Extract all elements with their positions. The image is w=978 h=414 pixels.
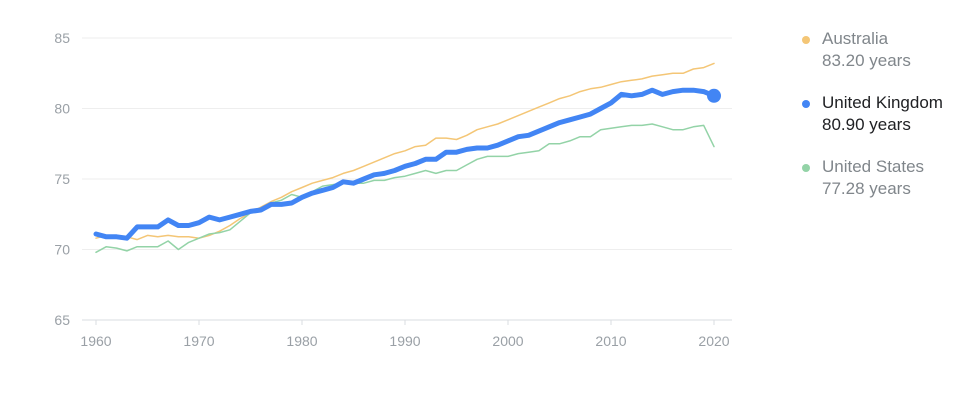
series-line-australia[interactable] bbox=[95, 62, 715, 241]
x-tick-label: 1980 bbox=[286, 333, 317, 349]
x-axis-tick-labels: 1960 1970 1980 1990 2000 2010 2020 bbox=[80, 333, 729, 349]
x-tick-label: 2000 bbox=[492, 333, 523, 349]
legend-series-value: 77.28 years bbox=[822, 179, 911, 198]
end-marker-united-kingdom bbox=[707, 88, 721, 103]
series-line-united-kingdom[interactable] bbox=[93, 87, 717, 241]
legend-series-value: 83.20 years bbox=[822, 51, 911, 70]
legend: Australia 83.20 years United Kingdom 80.… bbox=[800, 28, 970, 220]
series-lines bbox=[93, 62, 717, 254]
line-chart: 65 70 75 80 85 1960 1970 1980 1990 2000 2010 2020 bbox=[54, 30, 732, 349]
grid-lines bbox=[82, 37, 732, 321]
x-tick-label: 2010 bbox=[595, 333, 626, 349]
legend-item-united-states[interactable]: United States 77.28 years bbox=[800, 156, 970, 200]
x-tick-label: 1960 bbox=[80, 333, 111, 349]
series-line-united-states[interactable] bbox=[95, 123, 715, 254]
legend-dot-icon bbox=[802, 36, 810, 44]
legend-dot-icon bbox=[802, 100, 810, 108]
legend-item-united-kingdom[interactable]: United Kingdom 80.90 years bbox=[800, 92, 970, 136]
x-tick-label: 2020 bbox=[698, 333, 729, 349]
y-tick-label: 70 bbox=[54, 242, 70, 258]
legend-dot-icon bbox=[802, 164, 810, 172]
y-axis-tick-labels: 65 70 75 80 85 bbox=[54, 30, 70, 328]
legend-series-name: Australia bbox=[822, 29, 889, 48]
legend-series-name: United States bbox=[822, 157, 925, 176]
y-tick-label: 80 bbox=[54, 101, 70, 117]
x-tick-label: 1970 bbox=[183, 333, 214, 349]
x-axis-tick-marks bbox=[95, 320, 715, 325]
y-tick-label: 75 bbox=[54, 171, 70, 187]
legend-series-value: 80.90 years bbox=[822, 115, 911, 134]
legend-item-australia[interactable]: Australia 83.20 years bbox=[800, 28, 970, 72]
series-end-markers bbox=[707, 88, 721, 103]
legend-series-name: United Kingdom bbox=[822, 93, 943, 112]
y-tick-label: 65 bbox=[54, 312, 70, 328]
x-tick-label: 1990 bbox=[389, 333, 420, 349]
y-tick-label: 85 bbox=[54, 30, 70, 46]
